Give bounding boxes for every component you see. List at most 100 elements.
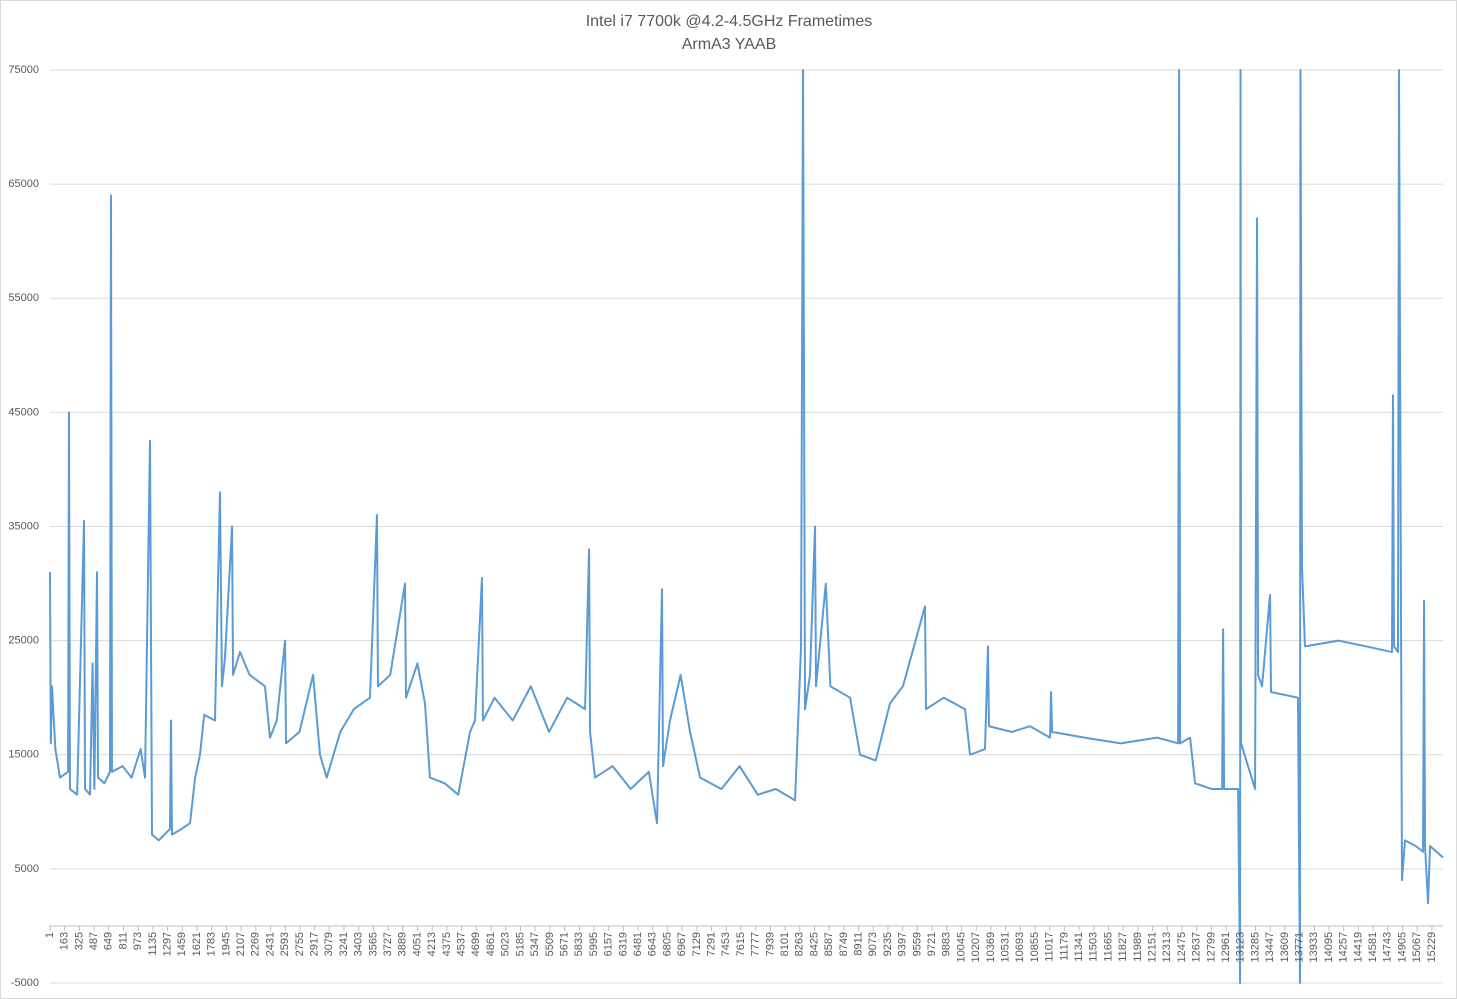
x-tick-label: 12475 (1176, 932, 1188, 963)
x-tick-label: 12799 (1205, 932, 1217, 963)
y-tick-label: 35000 (8, 520, 39, 532)
x-tick-label: 487 (88, 932, 100, 950)
x-tick-label: 10369 (985, 932, 997, 963)
x-tick-label: 5185 (514, 932, 526, 956)
x-tick-label: 13933 (1308, 932, 1320, 963)
x-tick-label: 8101 (779, 932, 791, 956)
x-tick-label: 1135 (147, 932, 159, 956)
x-tick-label: 9721 (926, 932, 938, 956)
grid (49, 69, 1443, 984)
x-tick-label: 11341 (1073, 932, 1085, 962)
x-tick-label: 15067 (1411, 932, 1423, 963)
x-tick-label: 4213 (426, 932, 438, 956)
x-tick-label: 2431 (264, 932, 276, 956)
x-tick-label: 7615 (735, 932, 747, 956)
x-tick-label: 5995 (588, 932, 600, 956)
x-tick-label: 6805 (661, 932, 673, 956)
x-tick-label: 8425 (808, 932, 820, 956)
x-tick-label: 6643 (647, 932, 659, 956)
x-tick-label: 10045 (955, 932, 967, 963)
x-tick-label: 2593 (279, 932, 291, 956)
x-tick-label: 12151 (1147, 932, 1159, 963)
x-tick-label: 11017 (1044, 932, 1056, 962)
x-tick-label: 3565 (367, 932, 379, 956)
x-tick-label: 10531 (999, 932, 1011, 963)
x-tick-label: 649 (103, 932, 115, 950)
y-tick-label: 5000 (15, 863, 39, 875)
x-tick-label: 14257 (1338, 932, 1350, 963)
x-tick-label: 14095 (1323, 932, 1335, 963)
x-tick-label: 4051 (411, 932, 423, 956)
x-tick-label: 5509 (544, 932, 556, 956)
x-tick-label: 8263 (794, 932, 806, 956)
x-tick-label: 5023 (500, 932, 512, 956)
x-tick-label: 5347 (529, 932, 541, 956)
x-tick-label: 9397 (897, 932, 909, 956)
x-tick-label: 4375 (441, 932, 453, 956)
x-tick-label: 4537 (456, 932, 468, 956)
x-tick-label: 1459 (176, 932, 188, 956)
x-tick-label: 11665 (1102, 932, 1114, 962)
x-tick-label: 6967 (676, 932, 688, 956)
y-tick-label: 75000 (8, 64, 39, 76)
x-tick-label: 1297 (162, 932, 174, 956)
x-tick-label: 3727 (382, 932, 394, 956)
x-tick-label: 10855 (1029, 932, 1041, 963)
x-tick-label: 325 (73, 932, 85, 950)
x-tick-label: 12637 (1191, 932, 1203, 963)
x-tick-label: 811 (117, 932, 129, 950)
x-tick-label: 1 (44, 932, 56, 938)
x-tick-label: 11989 (1132, 932, 1144, 962)
x-tick-label: 1621 (191, 932, 203, 956)
x-tick-label: 10693 (1014, 932, 1026, 963)
x-tick-label: 2755 (294, 932, 306, 956)
x-tick-label: 3241 (338, 932, 350, 956)
x-tick-label: 8749 (838, 932, 850, 956)
x-tick-label: 5833 (573, 932, 585, 956)
x-tick-label: 7453 (720, 932, 732, 956)
chart-title: Intel i7 7700k @4.2-4.5GHz Frametimes (586, 13, 873, 30)
x-tick-label: 13609 (1279, 932, 1291, 963)
x-tick-label: 9073 (867, 932, 879, 956)
x-tick-label: 11827 (1117, 932, 1129, 962)
series-line (49, 69, 1444, 984)
x-tick-label: 10207 (970, 932, 982, 963)
x-tick-label: 13447 (1264, 932, 1276, 963)
x-tick-label: 6319 (617, 932, 629, 956)
y-tick-label: -5000 (11, 977, 39, 989)
x-tick-label: 1945 (220, 932, 232, 956)
plot (49, 69, 1444, 984)
x-tick-label: 3079 (323, 932, 335, 956)
x-tick-label: 14581 (1367, 932, 1379, 963)
x-tick-label: 6481 (632, 932, 644, 956)
x-tick-label: 13771 (1294, 932, 1306, 963)
x-tick-label: 9235 (882, 932, 894, 956)
x-tick-label: 13123 (1235, 932, 1247, 963)
x-tick-label: 3403 (353, 932, 365, 956)
x-tick-label: 9559 (911, 932, 923, 956)
x-tick-label: 5671 (558, 932, 570, 956)
x-tick-label: 4861 (485, 932, 497, 956)
labels: -5000 5000 15000 25000 35000 45000 55000 65000 7… (8, 64, 1437, 989)
y-tick-label: 25000 (8, 635, 39, 647)
x-tick-label: 7939 (764, 932, 776, 956)
x-tick-label: 15229 (1426, 932, 1438, 963)
y-tick-label: 45000 (8, 406, 39, 418)
x-tick-label: 9883 (941, 932, 953, 956)
x-tick-label: 12961 (1220, 932, 1232, 963)
y-tick-label: 65000 (8, 178, 39, 190)
x-tick-label: 14419 (1352, 932, 1364, 963)
x-tick-label: 12313 (1161, 932, 1173, 963)
x-tick-label: 3889 (397, 932, 409, 956)
x-tick-label: 8911 (852, 932, 864, 956)
x-tick-label: 2269 (250, 932, 262, 956)
x-tick-label: 14743 (1382, 932, 1394, 963)
x-tick-label: 1783 (206, 932, 218, 956)
x-tick-label: 7129 (691, 932, 703, 956)
x-tick-label: 2107 (235, 932, 247, 956)
x-tick-label: 13285 (1249, 932, 1261, 963)
x-tick-label: 163 (59, 932, 71, 950)
x-tick-label: 11179 (1058, 932, 1070, 961)
